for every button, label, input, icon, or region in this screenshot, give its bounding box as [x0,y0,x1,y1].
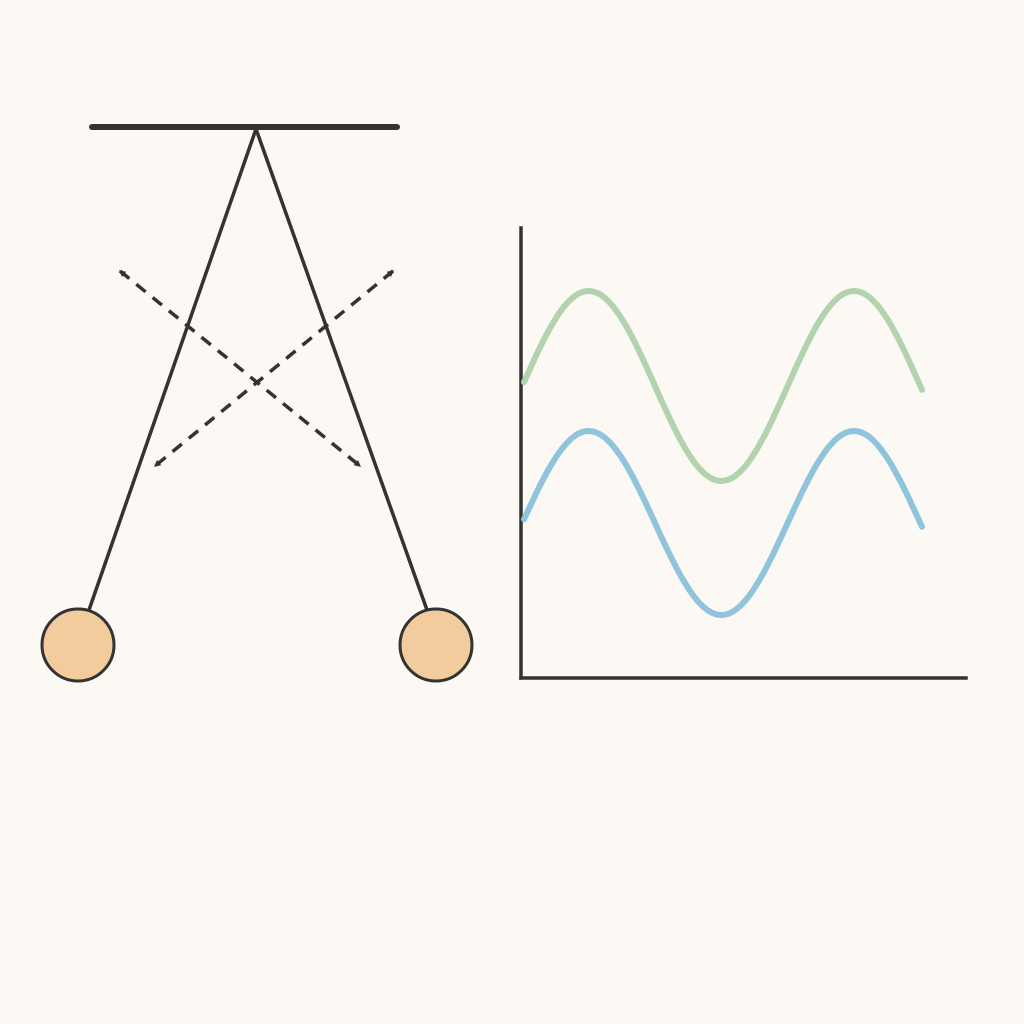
motion-graph [519,226,968,680]
right-pendulum-string [254,127,429,612]
lower-wave [521,427,925,619]
upper-wave [521,287,925,485]
left-pendulum-bob [40,607,116,683]
pendulum-apparatus [40,124,474,683]
swing-arrow-icon-1 [118,269,362,468]
right-pendulum-bob [398,607,474,683]
left-pendulum-string [87,127,258,612]
swing-arrow-icon-2 [153,269,395,468]
